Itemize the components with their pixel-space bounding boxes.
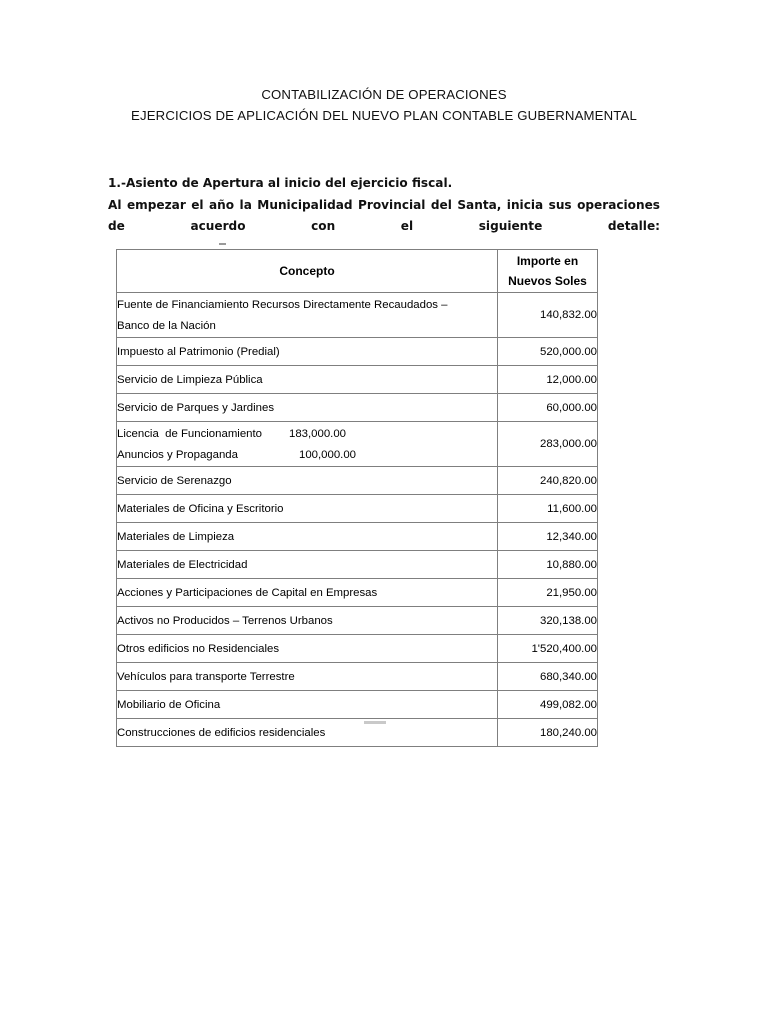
- concept-sub-item: Anuncios y Propaganda 100,000.00: [117, 445, 497, 466]
- cell-amount: 60,000.00: [497, 393, 598, 422]
- cell-amount: 1'520,400.00: [497, 634, 598, 663]
- column-header-concept: Concepto: [116, 249, 498, 293]
- table-row: Vehículos para transporte Terrestre 680,3…: [116, 662, 598, 691]
- cell-concept: Licencia de Funcionamiento 183,000.00 Anun…: [116, 421, 498, 467]
- table-row: Fuente de Financiamiento Recursos Direct…: [116, 292, 598, 338]
- section-heading: 1.-Asiento de Apertura al inicio del eje…: [108, 176, 453, 190]
- table-row: Materiales de Limpieza 12,340.00: [116, 522, 598, 551]
- table-row: Materiales de Electricidad 10,880.00: [116, 550, 598, 579]
- cell-amount: 11,600.00: [497, 494, 598, 523]
- concept-sub-item-label: Anuncios y Propaganda: [117, 448, 238, 461]
- table-row: Servicio de Serenazgo 240,820.00: [116, 466, 598, 495]
- concept-text-line: Banco de la Nación: [117, 319, 216, 332]
- cell-amount: 140,832.00: [497, 292, 598, 338]
- concept-text-line: Fuente de Financiamiento Recursos Direct…: [117, 298, 448, 311]
- cell-amount: 12,000.00: [497, 365, 598, 394]
- cell-concept: Construcciones de edificios residenciale…: [116, 718, 498, 747]
- cell-concept: Fuente de Financiamiento Recursos Direct…: [116, 292, 498, 338]
- table-row: Servicio de Parques y Jardines 60,000.00: [116, 393, 598, 422]
- cell-concept: Otros edificios no Residenciales: [116, 634, 498, 663]
- column-header-amount: Importe en Nuevos Soles: [497, 249, 598, 293]
- cell-amount: 21,950.00: [497, 578, 598, 607]
- scan-artifact-icon: [219, 243, 226, 245]
- cell-amount: 320,138.00: [497, 606, 598, 635]
- cell-amount: 10,880.00: [497, 550, 598, 579]
- cell-concept: Vehículos para transporte Terrestre: [116, 662, 498, 691]
- cell-concept: Activos no Producidos – Terrenos Urbanos: [116, 606, 498, 635]
- cell-amount: 283,000.00: [497, 421, 598, 467]
- concept-sub-item-amount: 100,000.00: [299, 448, 357, 461]
- title-line-1: CONTABILIZACIÓN DE OPERACIONES: [261, 87, 507, 102]
- cell-concept: Servicio de Limpieza Pública: [116, 365, 498, 394]
- table-row: Materiales de Oficina y Escritorio 11,600…: [116, 494, 598, 523]
- table-row: Servicio de Limpieza Pública 12,000.00: [116, 365, 598, 394]
- cell-amount: 240,820.00: [497, 466, 598, 495]
- table-row: Activos no Producidos – Terrenos Urbanos…: [116, 606, 598, 635]
- table-row: Licencia de Funcionamiento 183,000.00 Anun…: [116, 421, 598, 467]
- cell-concept: Servicio de Parques y Jardines: [116, 393, 498, 422]
- intro-paragraph: Al empezar el año la Municipalidad Provi…: [108, 197, 660, 234]
- cell-concept: Materiales de Limpieza: [116, 522, 498, 551]
- cell-concept: Materiales de Oficina y Escritorio: [116, 494, 498, 523]
- column-header-amount-line1: Importe en: [516, 254, 579, 268]
- cell-amount: 520,000.00: [497, 337, 598, 366]
- page-footer-artifact-icon: [364, 721, 386, 724]
- cell-concept: Impuesto al Patrimonio (Predial): [116, 337, 498, 366]
- concept-sub-item: Licencia de Funcionamiento 183,000.00: [117, 424, 497, 445]
- table-row: Acciones y Participaciones de Capital en…: [116, 578, 598, 607]
- concept-sub-item-label: Licencia de Funcionamiento: [117, 427, 263, 440]
- cell-amount: 499,082.00: [497, 690, 598, 719]
- cell-concept: Servicio de Serenazgo: [116, 466, 498, 495]
- table-body: Fuente de Financiamiento Recursos Direct…: [116, 292, 598, 747]
- intro-section: 1.-Asiento de Apertura al inicio del eje…: [108, 173, 660, 259]
- table-row: Mobiliario de Oficina 499,082.00: [116, 690, 598, 719]
- concept-sub-item-amount: 183,000.00: [289, 427, 347, 440]
- cell-amount: 180,240.00: [497, 718, 598, 747]
- cell-concept: Acciones y Participaciones de Capital en…: [116, 578, 498, 607]
- column-header-amount-line2: Nuevos Soles: [508, 274, 587, 288]
- cell-concept: Materiales de Electricidad: [116, 550, 498, 579]
- table-row: Construcciones de edificios residenciale…: [116, 718, 598, 747]
- table-row: Otros edificios no Residenciales 1'520,40…: [116, 634, 598, 663]
- cell-amount: 12,340.00: [497, 522, 598, 551]
- document-title: CONTABILIZACIÓN DE OPERACIONES EJERCICIO…: [0, 84, 768, 126]
- concept-amount-table: Concepto Importe en Nuevos Soles Fuente …: [116, 249, 598, 747]
- title-line-2: EJERCICIOS DE APLICACIÓN DEL NUEVO PLAN …: [131, 108, 637, 123]
- table-header-row: Concepto Importe en Nuevos Soles: [116, 249, 598, 293]
- cell-concept: Mobiliario de Oficina: [116, 690, 498, 719]
- table-row: Impuesto al Patrimonio (Predial) 520,000.…: [116, 337, 598, 366]
- cell-amount: 680,340.00: [497, 662, 598, 691]
